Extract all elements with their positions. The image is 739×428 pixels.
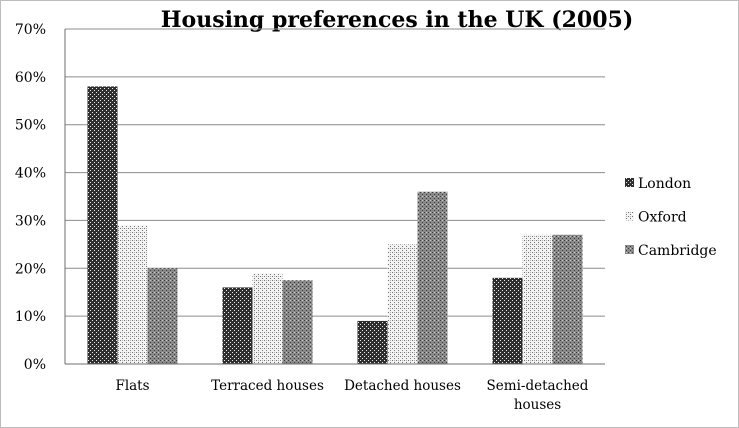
legend-swatch-cambridge — [625, 245, 634, 254]
y-tick-label: 30% — [15, 213, 46, 229]
x-category-label: Detached houses — [344, 378, 461, 394]
bar-cambridge-1 — [282, 280, 313, 364]
bars — [87, 86, 583, 364]
legend-swatch-london — [625, 178, 634, 187]
bar-cambridge-3 — [552, 234, 583, 364]
y-tick-label: 40% — [15, 166, 46, 182]
legend-label-oxford: Oxford — [638, 210, 687, 226]
y-tick-label: 0% — [24, 357, 46, 373]
legend: London Oxford Cambridge — [625, 176, 717, 259]
y-tick-label: 10% — [15, 309, 46, 325]
y-tick-label: 60% — [15, 70, 46, 86]
bar-oxford-3 — [522, 234, 553, 364]
bar-oxford-2 — [387, 244, 418, 364]
y-tick-label: 20% — [15, 261, 46, 277]
x-category-label: Terraced houses — [211, 378, 324, 394]
bar-oxford-1 — [252, 273, 283, 364]
bar-cambridge-2 — [417, 191, 448, 364]
y-tick-label: 70% — [15, 22, 46, 38]
bar-cambridge-0 — [147, 268, 178, 364]
bar-london-3 — [492, 277, 523, 364]
bar-london-2 — [357, 320, 388, 364]
x-category-label: Semi-detached — [487, 378, 589, 394]
bar-london-0 — [87, 86, 118, 364]
x-axis-category-labels: Flats Terraced houses Detached houses Semi-… — [115, 378, 588, 413]
bar-london-1 — [222, 287, 253, 364]
bar-oxford-0 — [117, 225, 148, 364]
x-category-label: Flats — [115, 378, 149, 394]
legend-label-cambridge: Cambridge — [638, 243, 717, 259]
legend-label-london: London — [638, 176, 691, 192]
x-category-label: houses — [514, 397, 561, 413]
y-tick-label: 50% — [15, 118, 46, 134]
legend-swatch-oxford — [625, 211, 634, 221]
y-axis-tick-labels: 0% 10% 20% 30% 40% 50% 60% 70% — [15, 22, 46, 373]
